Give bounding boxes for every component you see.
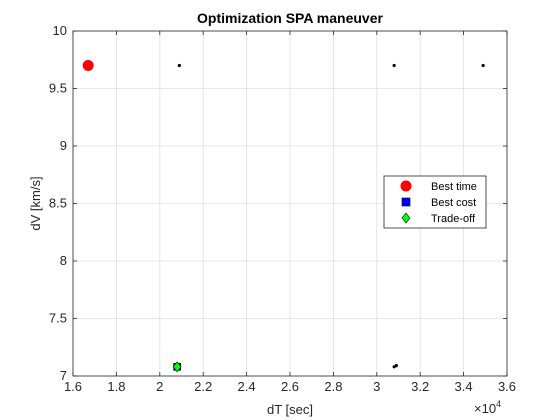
y-tick-label: 9.5: [49, 81, 67, 96]
y-tick-label: 8: [60, 253, 67, 268]
series-markers: [82, 60, 182, 373]
x-tick-label: 3.6: [498, 379, 516, 394]
axes-box: [72, 30, 508, 377]
x-tick-label: 3.4: [455, 379, 473, 394]
x-tick-label: 2: [156, 379, 163, 394]
x-tick-label: 2.6: [281, 379, 299, 394]
x-tick-label: 2.4: [238, 379, 256, 394]
y-tick-label: 7: [60, 368, 67, 383]
legend: Best time Best cost Trade-off: [383, 175, 487, 229]
x-tick-label: 3.2: [411, 379, 429, 394]
legend-label-trade-off: Trade-off: [431, 213, 476, 225]
legend-best-cost-icon: [401, 197, 411, 207]
y-tick-label: 7.5: [49, 311, 67, 326]
axes: 1.6 1.8 2 2.2 2.4 2.6 2.8 3 3.2 3.4 3.6 7 7.5 8 8.5 9 9.…: [49, 23, 516, 394]
y-tick-label: 8.5: [49, 196, 67, 211]
x-tick-label: 3: [373, 379, 380, 394]
legend-label-best-time: Best time: [431, 181, 477, 193]
trade-off-marker: [172, 361, 182, 373]
data-point: [177, 63, 181, 68]
legend-trade-off-icon: [401, 212, 411, 224]
x-axis-multiplier: ×104: [474, 399, 501, 416]
y-tick-label: 10: [53, 23, 67, 38]
y-axis-label: dV [km/s]: [28, 176, 43, 230]
data-point: [394, 364, 398, 368]
x-tick-label: 2.8: [324, 379, 342, 394]
best-time-marker: [82, 60, 94, 71]
x-axis-multiplier-exponent: 4: [496, 399, 501, 409]
x-axis-label: dT [sec]: [267, 402, 313, 417]
y-tick-label: 9: [60, 138, 67, 153]
x-tick-label: 2.2: [194, 379, 212, 394]
data-point: [392, 63, 396, 68]
chart-title: Optimization SPA maneuver: [197, 10, 383, 26]
legend-label-best-cost: Best cost: [431, 197, 476, 209]
x-axis-multiplier-base: ×10: [474, 401, 496, 416]
x-tick-label: 1.6: [64, 379, 82, 394]
legend-best-time-icon: [400, 180, 412, 192]
x-tick-label: 1.8: [107, 379, 125, 394]
data-point: [481, 63, 485, 68]
